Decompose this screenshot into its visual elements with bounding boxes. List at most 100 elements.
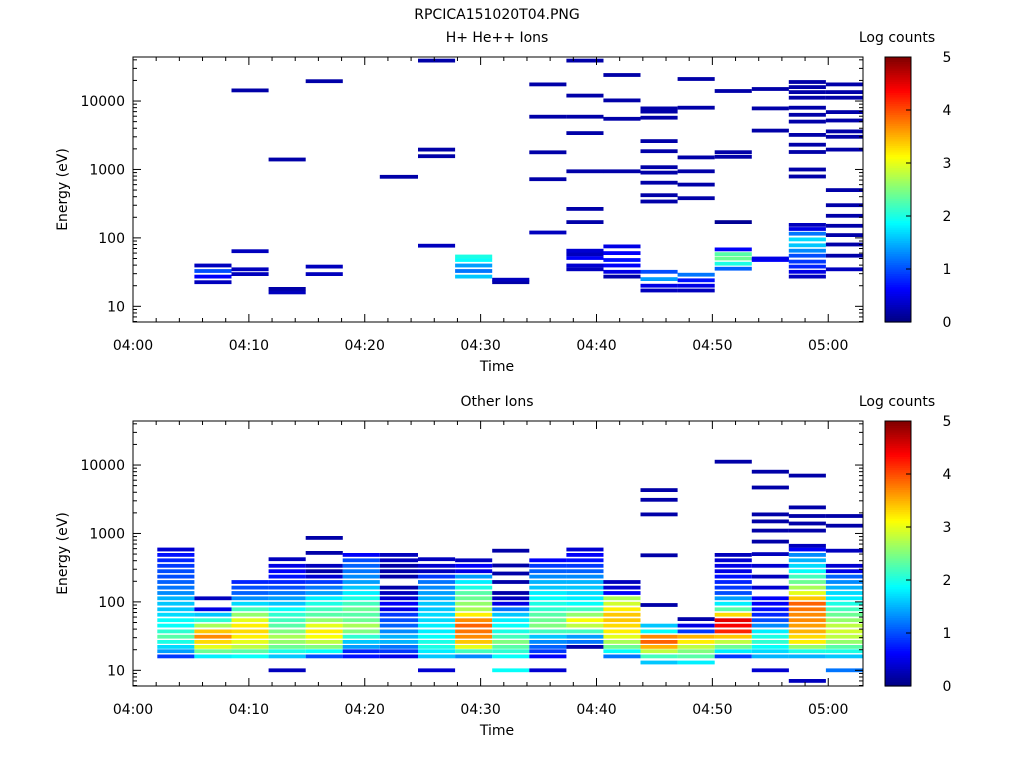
heatmap-cell [268,290,306,295]
heatmap-cell [714,580,752,584]
colorbar-swatch [885,220,911,224]
colorbar-swatch [885,65,911,69]
heatmap-cell [342,569,380,574]
heatmap-cell [194,649,232,654]
colorbar-swatch [885,456,911,460]
heatmap-cell [342,580,380,584]
colorbar-swatch [885,174,911,177]
heatmap-cell [492,668,530,673]
heatmap-cell [157,547,195,552]
x-tick-label: 04:20 [345,702,385,718]
heatmap-cell [640,165,678,170]
colorbar-swatch [885,447,911,451]
heatmap-cell [194,280,232,285]
heatmap-cell [231,623,269,628]
heatmap-cell [788,95,826,100]
x-tick-label: 05:00 [808,702,848,718]
heatmap-cell [566,574,604,579]
heatmap-cell [268,607,306,612]
colorbar-swatch [885,295,911,299]
heatmap-cell [825,514,863,518]
heatmap-cell [714,459,752,464]
colorbar-tick-label: 5 [943,414,952,430]
heatmap-cell [751,654,789,659]
colorbar-swatch [885,83,911,87]
heatmap-cell [305,612,343,617]
colorbar-swatch [885,615,911,619]
colorbar-swatch [885,626,911,630]
colorbar-swatch [885,127,911,131]
colorbar-swatch [885,553,911,557]
heatmap-cell [603,251,641,255]
heatmap-cell [492,612,530,617]
heatmap-cell [677,629,715,634]
colorbar-tick-label: 3 [943,156,952,172]
heatmap-cell [566,591,604,595]
heatmap-cell [640,660,678,665]
heatmap-cell [455,601,493,606]
heatmap-cell [418,618,456,623]
colorbar-swatch [885,306,911,310]
heatmap-cell [788,174,826,179]
colorbar-swatch [885,577,911,581]
heatmap-cell [231,272,269,276]
colorbar-swatch [885,275,911,279]
colorbar-swatch [885,297,911,301]
colorbar-frame [884,56,912,323]
heatmap-cell [418,640,456,644]
x-axis-label: Time [479,723,514,739]
colorbar-frame [884,420,912,687]
heatmap-cell [194,607,232,612]
heatmap-cell [455,254,493,259]
heatmap-cell [455,585,493,590]
heatmap-cell [640,139,678,143]
heatmap-cell [529,640,567,644]
heatmap-cell [305,654,343,659]
colorbar-swatch [885,262,911,266]
colorbar-swatch [885,280,911,283]
heatmap-cell [157,596,195,601]
colorbar-swatch [885,103,911,107]
heatmap-cell [751,563,789,568]
heatmap-cell [788,634,826,639]
heatmap-cell [492,277,530,282]
heatmap-cell [751,528,789,533]
y-tick-label: 1000 [89,163,125,179]
colorbar-swatch [885,668,911,672]
heatmap-cell [231,596,269,601]
heatmap-cell [268,601,306,606]
colorbar-swatch [885,610,911,614]
heatmap-cell [825,82,863,87]
heatmap-cell [231,601,269,606]
colorbar-swatch [885,504,911,508]
heatmap-cell [342,574,380,579]
heatmap-cell [418,612,456,617]
colorbar-swatch [885,211,911,215]
heatmap-cell [788,649,826,654]
heatmap-cell [566,607,604,612]
heatmap-cell [492,601,530,606]
colorbar-swatch [885,182,911,186]
heatmap-cell [788,231,826,236]
colorbar-swatch [885,644,911,647]
heatmap-cell [677,634,715,639]
heatmap-cell [305,649,343,654]
heatmap-cell [788,612,826,617]
heatmap-cell [566,256,604,260]
heatmap-cell [566,58,604,63]
heatmap-cell [788,558,826,563]
heatmap-cell [455,607,493,612]
heatmap-cell [157,607,195,612]
heatmap-cell [640,277,678,281]
heatmap-cell [194,629,232,634]
heatmap-cell [640,106,678,111]
heatmap-cell [788,607,826,612]
heatmap-cell [788,248,826,253]
heatmap-cell [788,264,826,269]
heatmap-cell [788,563,826,568]
heatmap-cell [566,563,604,568]
heatmap-cell [788,553,826,557]
colorbar-tick-label: 2 [943,209,952,225]
colorbar-swatch [885,509,911,513]
heatmap-cell [751,649,789,654]
